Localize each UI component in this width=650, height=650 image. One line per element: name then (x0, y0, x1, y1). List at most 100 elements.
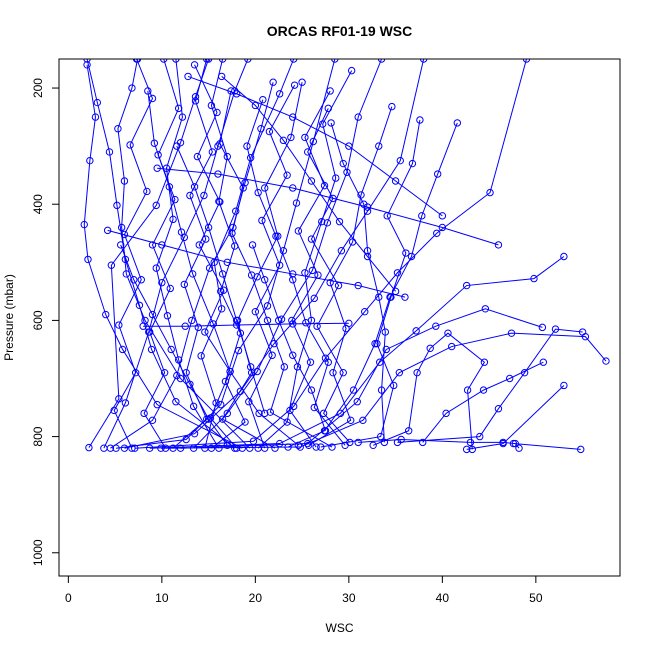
x-axis: 0 10 20 30 40 50 (65, 575, 543, 605)
data-point (289, 402, 298, 411)
data-point (539, 358, 548, 366)
data-point (323, 219, 332, 227)
data-point (122, 270, 131, 278)
data-point (189, 270, 197, 278)
data-point (335, 217, 344, 226)
profile-line (219, 90, 333, 448)
data-point (207, 444, 216, 452)
data-point (339, 368, 347, 377)
data-point (505, 374, 514, 383)
data-point (274, 232, 282, 240)
data-point (153, 164, 161, 172)
data-point (243, 142, 251, 150)
data-point (228, 229, 236, 237)
data-point (160, 368, 169, 377)
data-point (269, 78, 277, 86)
y-tick-label: 1000 (31, 539, 45, 566)
data-point (480, 358, 489, 366)
data-point (239, 184, 247, 192)
profile-line (86, 59, 236, 449)
data-point (102, 310, 110, 319)
data-point (520, 368, 529, 377)
data-point (209, 320, 217, 328)
data-point (83, 59, 91, 63)
data-point (218, 59, 227, 63)
data-point (258, 216, 266, 225)
data-point (416, 116, 424, 124)
data-point (318, 217, 326, 226)
data-point (476, 432, 484, 441)
data-point (148, 310, 157, 319)
data-point (132, 59, 141, 63)
plot-frame (58, 58, 621, 577)
data-point (328, 443, 336, 451)
profile-line (252, 244, 326, 431)
data-point (314, 271, 322, 279)
data-point (135, 301, 144, 310)
data-point (279, 246, 288, 255)
data-point (284, 443, 292, 451)
data-point (348, 238, 357, 246)
data-point (251, 307, 260, 316)
data-point (320, 181, 329, 190)
data-point (188, 316, 196, 325)
data-point (407, 252, 416, 261)
data-point (107, 261, 116, 269)
data-point (223, 441, 232, 449)
data-point (148, 94, 157, 103)
data-point (577, 445, 585, 454)
data-point (221, 377, 230, 386)
data-point (306, 358, 315, 366)
data-point (139, 322, 147, 330)
data-point (217, 305, 226, 313)
data-point (393, 438, 402, 447)
data-point (190, 183, 199, 191)
data-point (113, 201, 121, 210)
data-point (120, 230, 129, 239)
data-point (307, 386, 316, 394)
data-point (160, 59, 168, 63)
data-point (283, 171, 291, 179)
x-tick-label: 10 (155, 591, 169, 605)
data-point (288, 316, 296, 325)
data-point (83, 61, 91, 69)
data-point (275, 90, 284, 98)
data-point (382, 345, 390, 354)
data-point (453, 119, 462, 127)
profile-line (330, 122, 386, 443)
data-point (507, 329, 516, 337)
data-point (294, 441, 303, 449)
data-point (144, 87, 152, 95)
profile-line (155, 59, 220, 449)
profile-line (187, 75, 443, 217)
data-point (207, 101, 216, 110)
data-point (178, 113, 187, 121)
x-tick-label: 0 (65, 591, 72, 605)
data-point (383, 212, 391, 220)
data-point (143, 187, 151, 196)
data-point (298, 78, 306, 86)
data-point (396, 156, 404, 165)
data-point (204, 415, 213, 423)
data-point (191, 97, 200, 105)
data-point (227, 87, 235, 95)
data-point (413, 368, 421, 377)
profile-line (397, 328, 583, 443)
data-point (189, 444, 198, 452)
data-point (354, 281, 362, 290)
data-point (324, 358, 332, 366)
profile-line (210, 59, 246, 449)
data-point (130, 276, 138, 284)
data-point (236, 329, 245, 337)
data-point (381, 328, 390, 336)
y-tick-label: 200 (31, 78, 45, 98)
data-point (208, 148, 217, 156)
data-point (265, 127, 274, 136)
data-point (115, 395, 123, 403)
profile-line (113, 59, 154, 449)
data-point (602, 357, 610, 365)
data-point (377, 59, 386, 63)
data-point (331, 59, 339, 63)
data-point (255, 409, 263, 418)
